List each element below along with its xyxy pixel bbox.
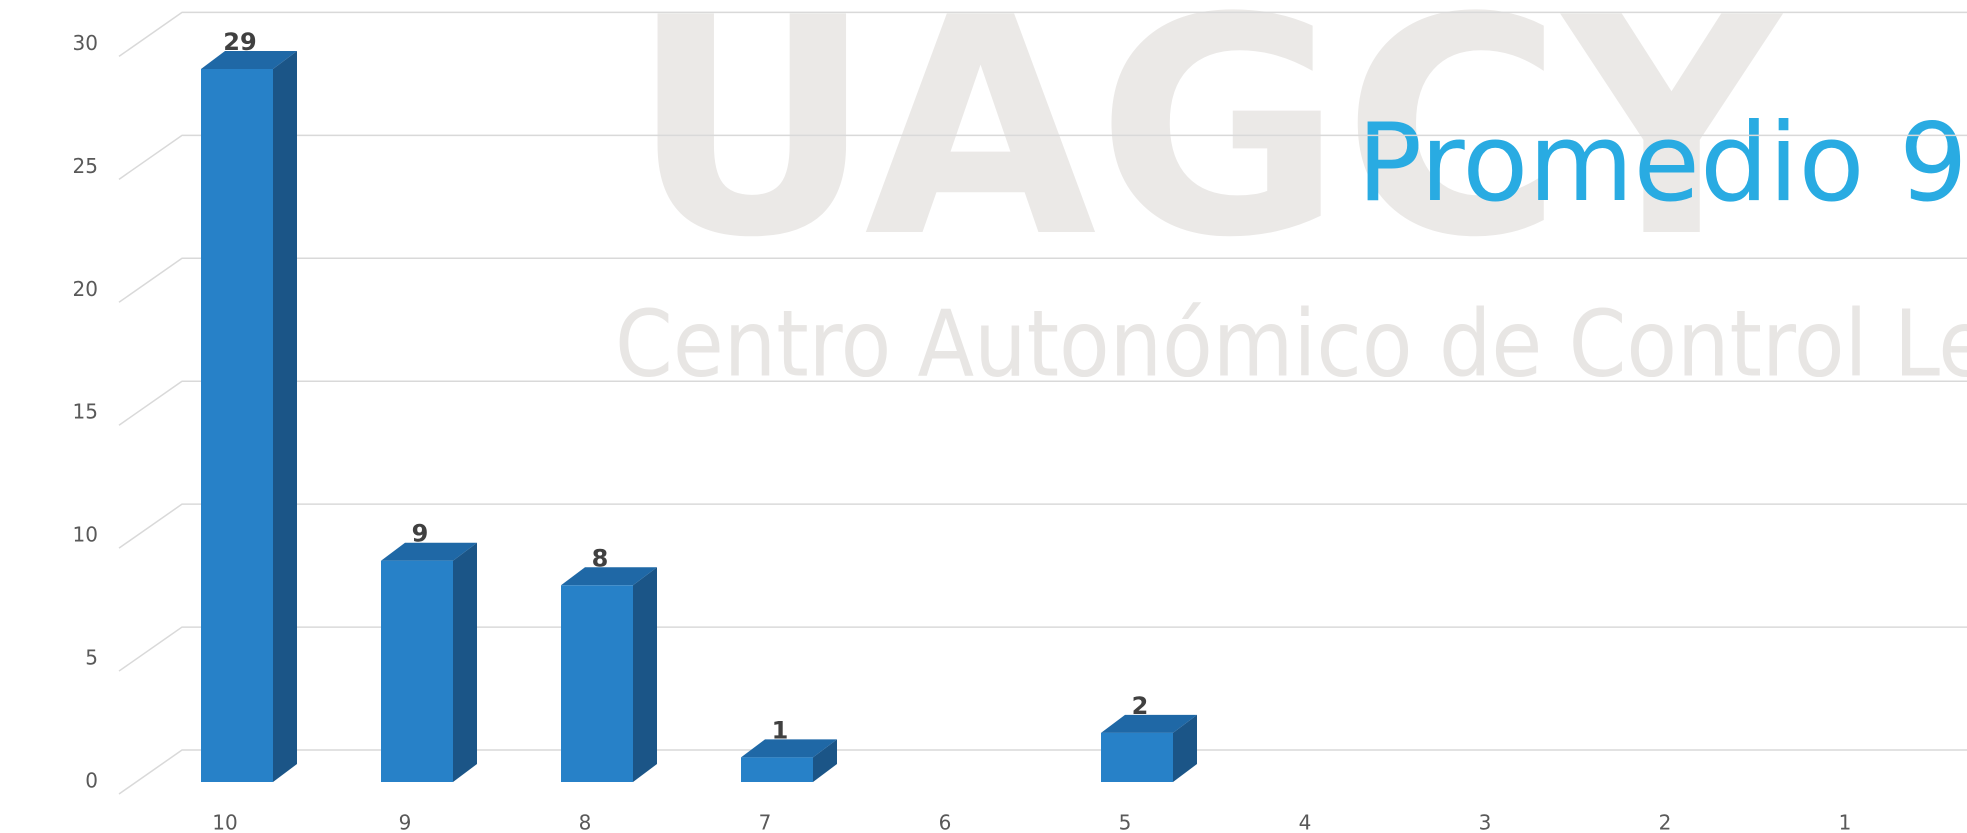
data-label: 1 — [772, 716, 789, 744]
y-tick-label: 25 — [73, 154, 98, 178]
watermark-logo: UAGCY — [630, 0, 1783, 303]
x-tick-label: 9 — [399, 811, 412, 833]
x-tick-label: 10 — [212, 811, 237, 833]
x-tick-label: 5 — [1119, 811, 1132, 833]
bar-top — [381, 542, 477, 561]
x-tick-label: 7 — [759, 811, 772, 833]
x-tick-label: 4 — [1299, 811, 1312, 833]
chart-title: Promedio 9 — [1357, 101, 1967, 226]
grid-line — [118, 503, 1967, 549]
x-tick-label: 2 — [1659, 811, 1672, 833]
bar — [741, 757, 813, 782]
bar-side — [633, 567, 657, 782]
data-label: 2 — [1132, 692, 1149, 720]
y-tick-label: 30 — [73, 31, 98, 55]
grid-line — [118, 11, 1967, 58]
bar-top — [201, 50, 297, 69]
y-tick-label: 5 — [85, 646, 98, 670]
bar-side — [453, 542, 477, 782]
bar-side — [813, 739, 837, 782]
data-label: 8 — [592, 544, 609, 572]
bar-top — [1101, 714, 1197, 733]
bar-top — [741, 739, 837, 758]
y-tick-label: 0 — [85, 769, 98, 793]
grid-line — [118, 749, 1967, 795]
bar-side — [1173, 714, 1197, 782]
x-tick-label: 3 — [1479, 811, 1492, 833]
y-tick-label: 15 — [73, 400, 98, 424]
bar — [381, 560, 453, 782]
y-tick-label: 10 — [73, 523, 98, 547]
grid-line — [118, 134, 1967, 180]
bar-top — [561, 567, 657, 586]
y-tick-label: 20 — [73, 277, 98, 301]
x-tick-label: 8 — [579, 811, 592, 833]
bar — [1101, 732, 1173, 782]
bar — [561, 585, 633, 782]
watermark-text: Centro Autonómico de Control Lechero Ofi… — [615, 290, 1967, 397]
bar-side — [273, 50, 297, 782]
data-label: 29 — [223, 28, 256, 56]
x-tick-label: 6 — [939, 811, 952, 833]
x-tick-label: 1 — [1839, 811, 1852, 833]
grid-line — [118, 380, 1967, 426]
bar — [201, 68, 273, 782]
grid-line — [118, 626, 1967, 672]
grid-line — [118, 257, 1967, 303]
data-label: 9 — [412, 520, 429, 548]
